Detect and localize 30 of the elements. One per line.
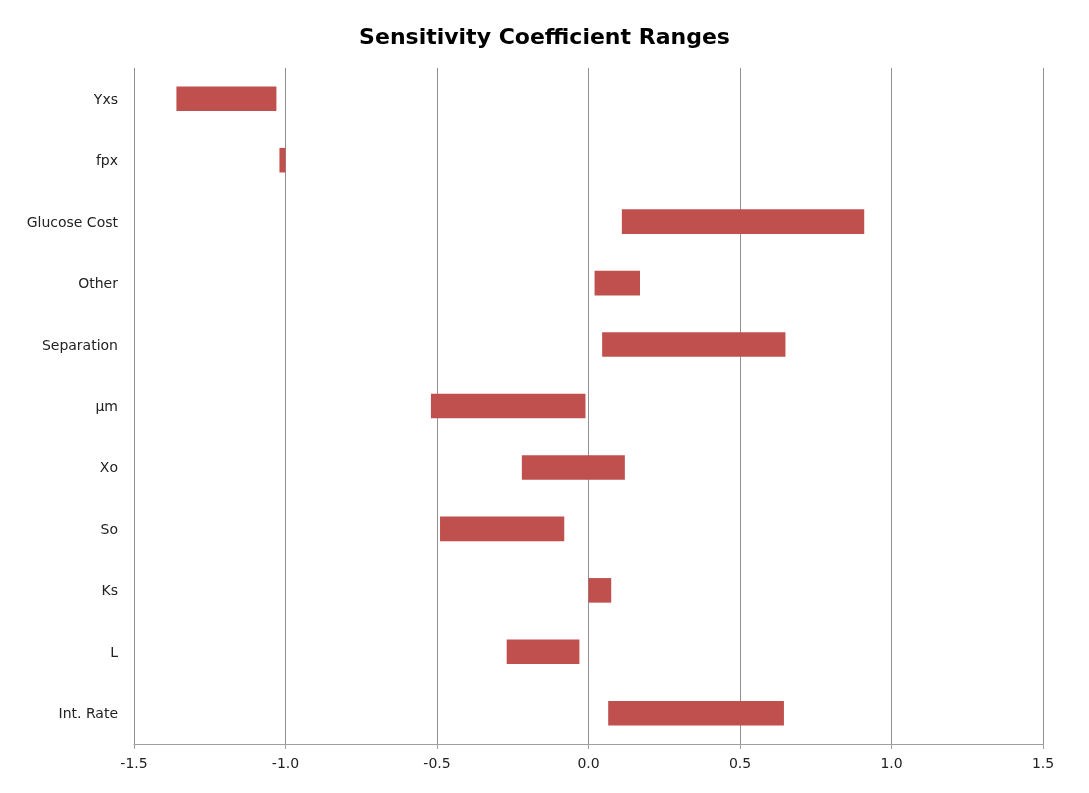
chart-title: Sensitivity Coefficient Ranges bbox=[359, 23, 730, 49]
bar bbox=[594, 270, 641, 296]
x-tick-label: 1.0 bbox=[880, 755, 903, 771]
x-tick-label: 0.5 bbox=[728, 755, 752, 771]
x-tick-label: -1.0 bbox=[271, 755, 300, 771]
x-tick-label: 0.0 bbox=[577, 755, 600, 771]
bar bbox=[506, 639, 580, 665]
x-tick-label: 1.5 bbox=[1031, 755, 1055, 771]
y-tick-label: Int. Rate bbox=[58, 705, 118, 722]
bar bbox=[621, 209, 865, 234]
y-tick-label: Separation bbox=[41, 336, 118, 353]
y-tick-label: μm bbox=[95, 398, 118, 414]
bar bbox=[279, 147, 286, 173]
bar bbox=[602, 332, 786, 357]
bar bbox=[588, 578, 612, 603]
bar bbox=[430, 393, 586, 419]
x-tick-label: -1.5 bbox=[120, 755, 148, 771]
bar bbox=[521, 455, 625, 480]
y-tick-label: Xo bbox=[99, 459, 118, 476]
bar bbox=[608, 700, 784, 726]
y-tick-label: Ks bbox=[101, 582, 118, 599]
x-tick-label: -0.5 bbox=[423, 755, 451, 771]
y-tick-label: Glucose Cost bbox=[26, 213, 119, 230]
y-tick-label: Other bbox=[78, 275, 119, 292]
y-tick-label: fpx bbox=[95, 152, 118, 169]
y-tick-label: So bbox=[100, 520, 118, 537]
y-tick-label: Yxs bbox=[92, 90, 118, 107]
bar bbox=[440, 516, 565, 542]
bar bbox=[176, 86, 277, 112]
y-tick-label: L bbox=[110, 643, 119, 660]
